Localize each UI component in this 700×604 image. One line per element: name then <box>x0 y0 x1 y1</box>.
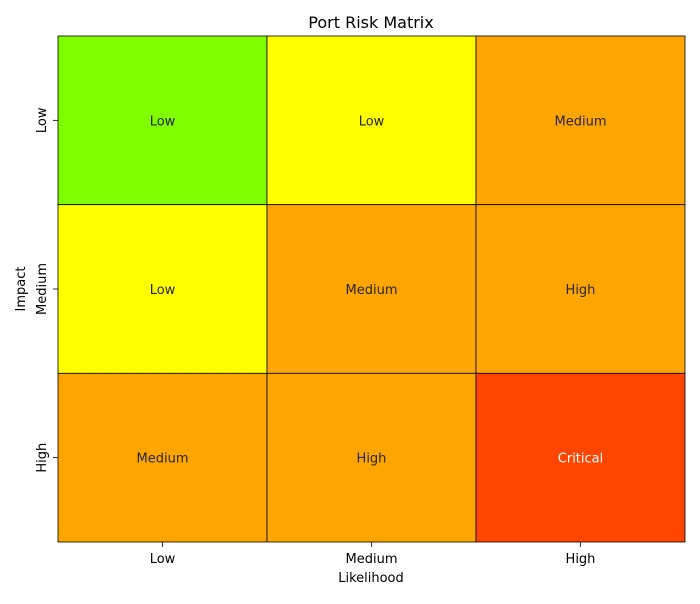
heatmap-cell <box>266 204 477 374</box>
cell-label: High <box>566 283 596 298</box>
heatmap-cell <box>57 372 268 543</box>
chart-title: Port Risk Matrix <box>308 13 433 32</box>
heatmap-cell <box>266 35 477 206</box>
x-axis: Low Medium High <box>150 542 596 567</box>
heatmap-cells: Low Low Medium Low Medium High Medium High Criti… <box>57 35 686 543</box>
heatmap-cell <box>57 204 268 374</box>
heatmap-cell <box>266 372 477 543</box>
heatmap-cell <box>475 35 686 206</box>
x-tick-label: Low <box>150 552 176 567</box>
cell-label: High <box>357 452 387 467</box>
cell-label: Critical <box>558 452 603 467</box>
cell-label: Medium <box>346 283 398 298</box>
heatmap-cell <box>475 204 686 374</box>
y-axis-label: Impact <box>14 267 29 312</box>
cell-label: Medium <box>137 452 189 467</box>
y-axis: Low Medium High <box>35 107 58 473</box>
cell-label: Low <box>150 283 176 298</box>
x-tick-label: High <box>566 552 596 567</box>
x-axis-label: Likelihood <box>338 571 404 586</box>
y-tick-label: Low <box>35 107 50 133</box>
x-tick-label: Medium <box>346 552 398 567</box>
cell-label: Low <box>150 114 176 129</box>
cell-label: Medium <box>555 114 607 129</box>
cell-label: Low <box>359 114 385 129</box>
y-tick-label: High <box>35 443 50 473</box>
y-tick-label: Medium <box>35 263 50 315</box>
heatmap-cell <box>57 35 268 206</box>
